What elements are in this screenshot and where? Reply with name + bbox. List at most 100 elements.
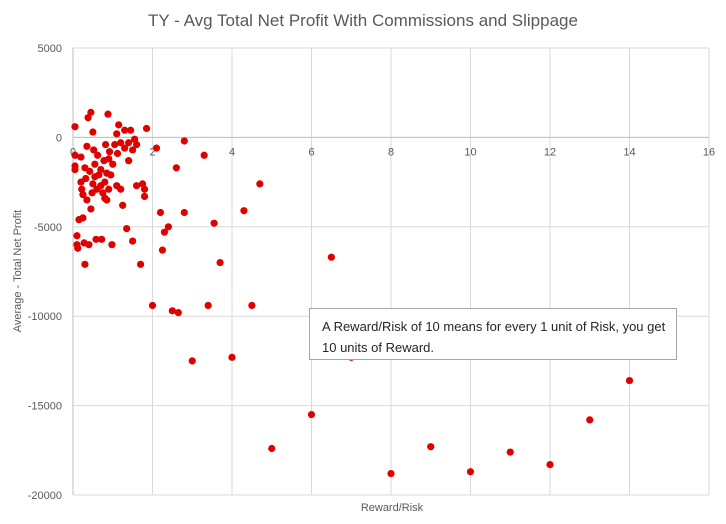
data-point <box>148 301 157 310</box>
data-point <box>94 151 102 159</box>
data-point <box>121 126 129 134</box>
data-point <box>74 244 82 252</box>
y-tick-label: 5000 <box>38 43 62 55</box>
data-point <box>78 185 86 193</box>
data-point <box>466 468 475 476</box>
data-point <box>240 207 248 215</box>
data-point <box>327 253 335 261</box>
data-point <box>71 165 79 174</box>
data-point <box>125 139 133 147</box>
data-point <box>97 165 105 174</box>
data-point <box>101 140 110 149</box>
data-point <box>180 208 188 217</box>
data-point <box>129 146 137 154</box>
data-point <box>105 155 113 163</box>
data-point <box>82 174 90 183</box>
data-point <box>71 123 79 131</box>
data-point <box>172 164 180 172</box>
data-point <box>168 307 176 315</box>
gridlines <box>72 47 710 496</box>
y-tick-label: 0 <box>56 132 62 144</box>
y-tick-label: -5000 <box>34 222 62 234</box>
data-point <box>91 160 99 168</box>
data-point <box>152 144 161 152</box>
data-point <box>90 146 98 154</box>
data-point <box>87 108 95 116</box>
data-point <box>79 214 87 222</box>
data-point <box>107 171 115 179</box>
data-point <box>89 180 97 188</box>
data-point <box>77 153 85 161</box>
data-point <box>216 258 224 267</box>
data-point <box>79 191 87 199</box>
x-tick-label: 10 <box>464 146 476 158</box>
x-tick-label: 14 <box>623 146 635 158</box>
data-point <box>92 235 100 243</box>
data-point <box>210 219 218 227</box>
x-tick-label: 4 <box>229 146 235 158</box>
chart-title: TY - Avg Total Net Profit With Commissio… <box>148 11 578 30</box>
data-point <box>105 148 114 156</box>
data-point <box>164 223 172 231</box>
data-point <box>115 121 123 129</box>
data-point <box>307 410 316 419</box>
x-tick-label: 2 <box>149 146 155 158</box>
data-point <box>268 444 276 453</box>
data-point <box>83 196 91 204</box>
data-point <box>625 376 634 385</box>
data-point <box>142 124 151 133</box>
data-point <box>546 461 554 469</box>
data-point <box>117 185 125 193</box>
data-point <box>125 157 133 165</box>
data-point <box>87 205 95 213</box>
x-tick-label: 6 <box>308 146 314 158</box>
data-point <box>158 246 167 254</box>
data-point <box>204 301 212 310</box>
data-point <box>105 185 113 193</box>
data-point <box>387 469 395 478</box>
data-point <box>98 235 106 243</box>
data-point <box>248 301 256 310</box>
data-point <box>506 448 514 456</box>
data-point <box>256 180 264 188</box>
data-point <box>103 196 111 204</box>
x-axis-title: Reward/Risk <box>361 502 424 514</box>
data-point <box>89 128 97 136</box>
data-point <box>427 443 435 451</box>
data-point <box>113 130 121 138</box>
data-point <box>228 353 236 361</box>
data-point <box>101 178 109 186</box>
data-point <box>140 185 149 193</box>
data-point <box>104 110 112 118</box>
data-point <box>180 137 188 145</box>
data-point <box>117 139 125 147</box>
data-point <box>111 140 119 149</box>
data-point <box>108 241 116 249</box>
data-point <box>84 114 92 122</box>
x-tick-label: 16 <box>703 146 715 158</box>
data-point <box>85 241 93 249</box>
data-point <box>81 260 89 268</box>
data-point <box>127 126 135 134</box>
data-points <box>71 108 634 478</box>
data-point <box>123 224 131 233</box>
tick-labels: 024681012141650000-5000-10000-15000-2000… <box>28 43 715 502</box>
y-axis-title: Average - Total Net Profit <box>12 210 24 333</box>
data-point <box>129 237 137 245</box>
data-point <box>71 151 79 159</box>
data-point <box>133 182 141 190</box>
annotation-box: A Reward/Risk of 10 means for every 1 un… <box>309 308 677 360</box>
x-tick-label: 8 <box>388 146 394 158</box>
data-point <box>188 357 196 365</box>
data-point <box>73 232 81 240</box>
y-tick-label: -10000 <box>28 311 62 323</box>
data-point <box>113 149 122 158</box>
data-point <box>174 309 182 317</box>
data-point <box>86 167 94 175</box>
x-tick-label: 12 <box>544 146 556 158</box>
data-point <box>586 416 594 424</box>
data-point <box>156 208 165 217</box>
data-point <box>160 228 169 236</box>
data-point <box>83 142 91 150</box>
